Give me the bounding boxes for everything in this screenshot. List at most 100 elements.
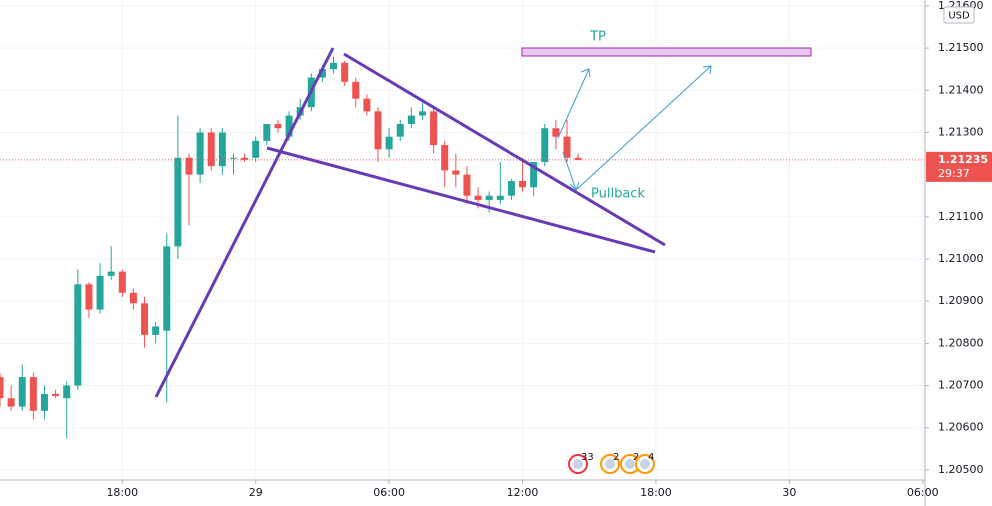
candle-body — [352, 81, 360, 99]
y-tick-label: 1.20900 — [938, 294, 984, 307]
candle-body — [85, 284, 93, 310]
candle-body — [163, 246, 171, 331]
candle-body — [285, 115, 293, 137]
candle-body — [519, 180, 527, 188]
candle-body — [152, 326, 160, 335]
time-axis-bg — [0, 480, 925, 506]
candle-body — [118, 271, 126, 293]
y-tick-label: 1.21000 — [938, 252, 984, 265]
candle-body — [330, 62, 338, 70]
event-count: 33 — [581, 452, 594, 463]
candle-body — [185, 157, 193, 175]
drawings: TP Pullback — [154, 30, 812, 398]
event-flag — [625, 459, 635, 469]
event-count: 4 — [648, 452, 654, 463]
x-tick-label: 18:00 — [640, 486, 672, 499]
event-flag — [573, 459, 583, 469]
candle-body — [463, 174, 471, 196]
pullback-label: Pullback — [591, 187, 645, 202]
candle-body — [541, 128, 549, 162]
y-tick-label: 1.21600 — [938, 0, 984, 12]
countdown-label: 29:37 — [938, 167, 970, 180]
candle-body — [218, 132, 226, 167]
candle-body — [141, 303, 149, 335]
candle-body — [174, 157, 182, 247]
candle-body — [530, 161, 538, 188]
candle-body — [385, 136, 393, 150]
event-count: 2 — [633, 452, 639, 463]
event-count: 2 — [613, 452, 619, 463]
candle-body — [374, 111, 382, 150]
candle-body — [363, 98, 371, 112]
y-tick-label: 1.20800 — [938, 336, 984, 349]
event-flag — [640, 459, 650, 469]
candle-body — [318, 69, 326, 78]
x-tick-label: 06:00 — [373, 486, 405, 499]
candle-body — [52, 393, 60, 397]
current-price-badge — [926, 151, 992, 182]
candle-body — [107, 271, 115, 276]
candle-body — [563, 136, 571, 158]
arrow — [575, 65, 712, 191]
candle-body — [129, 292, 137, 304]
arrow — [557, 68, 590, 139]
candle-body — [7, 398, 15, 407]
currency-label: USD — [948, 11, 970, 22]
candle-body — [396, 124, 404, 137]
candle-body — [63, 385, 71, 399]
y-tick-label: 1.21500 — [938, 41, 984, 54]
candle-body — [96, 275, 104, 310]
candle-body — [574, 157, 582, 160]
arrow-head — [702, 65, 712, 75]
y-tick-label: 1.21300 — [938, 125, 984, 138]
candle-body — [252, 140, 260, 158]
candle-body — [496, 195, 504, 200]
trend-line — [343, 52, 666, 247]
x-tick-label: 06:00 — [907, 486, 939, 499]
candle-body — [441, 145, 449, 171]
candle-body — [207, 132, 215, 167]
candle-body — [263, 124, 271, 141]
y-tick-label: 1.20700 — [938, 379, 984, 392]
y-tick-label: 1.20600 — [938, 421, 984, 434]
event-icon: 2 — [600, 452, 620, 474]
current-price-label: 1.21235 — [938, 153, 988, 166]
candle-body — [74, 284, 82, 386]
candle-body — [40, 393, 48, 411]
trend-line — [154, 47, 335, 398]
arrow — [562, 151, 577, 191]
candle-body — [452, 170, 460, 175]
candle-body — [29, 377, 37, 411]
candle-body — [229, 157, 237, 159]
trend-line — [266, 146, 656, 254]
arrows — [557, 65, 712, 191]
x-tick-label: 18:00 — [106, 486, 138, 499]
x-tick-label: 12:00 — [507, 486, 539, 499]
y-tick-label: 1.20500 — [938, 463, 984, 476]
x-tick-label: 29 — [249, 486, 263, 499]
candle-body — [430, 111, 438, 146]
event-icon: 33 — [568, 452, 594, 474]
arrow-head — [569, 181, 580, 191]
y-tick-label: 1.21100 — [938, 210, 984, 223]
candle-body — [485, 195, 493, 200]
candle-body — [341, 62, 349, 82]
arrow-head — [580, 68, 591, 78]
tp-label: TP — [589, 30, 606, 45]
currency-badge — [943, 6, 975, 24]
candle-body — [18, 377, 26, 407]
candle-body — [241, 157, 249, 160]
candle-body — [507, 180, 515, 196]
candle-body — [196, 132, 204, 175]
price-axis-bg — [925, 0, 992, 506]
candle-body — [407, 115, 415, 125]
event-icon: 4 — [635, 452, 655, 474]
candle-body — [474, 195, 482, 200]
tp-box — [521, 47, 812, 57]
x-tick-label: 30 — [782, 486, 796, 499]
grid — [0, 0, 925, 480]
y-tick-label: 1.21400 — [938, 83, 984, 96]
candle-body — [418, 111, 426, 116]
